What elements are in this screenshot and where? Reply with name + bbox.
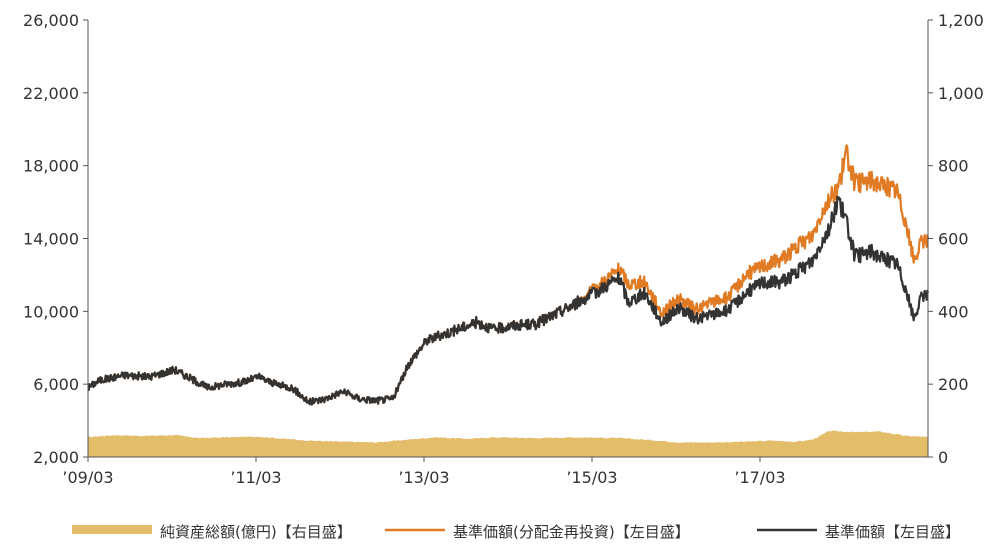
left-y-tick-label: 22,000 <box>23 84 79 103</box>
x-tick-label: ’17/03 <box>734 468 785 487</box>
legend-label-nav: 基準価額【左目盛】 <box>825 523 960 541</box>
axes-layer: 26,000 22,000 18,000 14,000 10,000 6,000 2,000… <box>23 11 984 487</box>
right-y-tick-label: 800 <box>938 157 969 176</box>
legend-label-nav-reinvested: 基準価額(分配金再投資)【左目盛】 <box>453 523 690 541</box>
left-y-tick-label: 6,000 <box>33 375 79 394</box>
right-y-tick-label: 200 <box>938 375 969 394</box>
left-y-tick-label: 14,000 <box>23 230 79 249</box>
x-tick-label: ’11/03 <box>230 468 281 487</box>
left-y-tick-label: 18,000 <box>23 157 79 176</box>
right-y-tick-label: 400 <box>938 302 969 321</box>
right-y-tick-label: 1,200 <box>938 11 984 30</box>
lines-layer <box>87 144 930 406</box>
right-y-tick-label: 0 <box>938 448 948 467</box>
series-nav-line <box>87 195 930 406</box>
series-net-assets-area <box>88 430 928 457</box>
right-y-tick-label: 1,000 <box>938 84 984 103</box>
legend: 純資産総額(億円)【右目盛】 基準価額(分配金再投資)【左目盛】 基準価額【左目盛】 <box>72 523 960 541</box>
area-layer <box>88 430 928 457</box>
series-nav-reinvested-line <box>87 144 930 406</box>
left-y-tick-label: 26,000 <box>23 11 79 30</box>
x-tick-label: ’15/03 <box>566 468 617 487</box>
left-y-tick-label: 10,000 <box>23 302 79 321</box>
legend-label-net-assets: 純資産総額(億円)【右目盛】 <box>160 523 352 541</box>
left-y-tick-label: 2,000 <box>33 448 79 467</box>
x-tick-label: ’13/03 <box>398 468 449 487</box>
legend-swatch-net-assets <box>72 525 152 534</box>
x-tick-label: ’09/03 <box>62 468 113 487</box>
right-y-tick-label: 600 <box>938 230 969 249</box>
